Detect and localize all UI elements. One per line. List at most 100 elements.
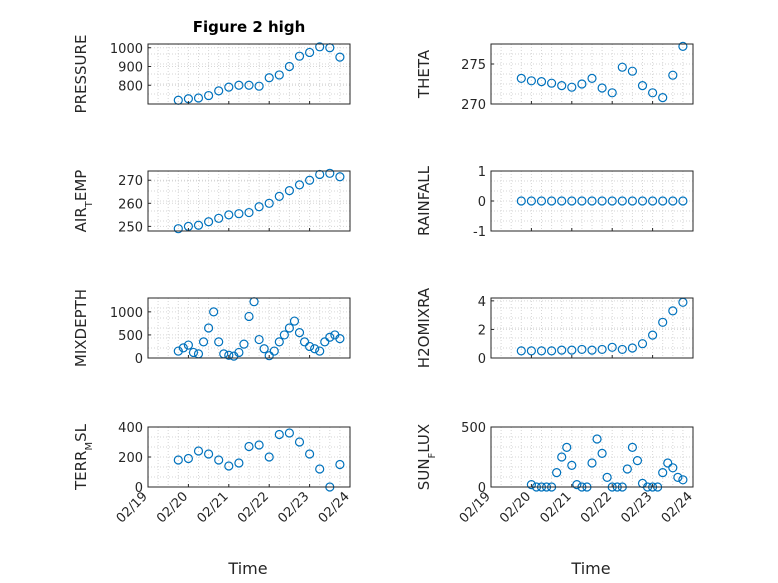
data-point (214, 86, 224, 96)
data-point (274, 429, 284, 440)
data-point (668, 463, 678, 473)
data-point (658, 196, 668, 206)
grid (491, 426, 693, 488)
data-point (567, 82, 577, 92)
data-point (188, 347, 199, 358)
data-point (658, 317, 668, 327)
data-point (305, 449, 315, 459)
data-series (516, 297, 688, 356)
data-point (607, 342, 617, 352)
data-point (647, 196, 658, 206)
data-point (315, 169, 325, 180)
data-point (224, 350, 234, 360)
data-point (325, 168, 335, 178)
data-point (204, 323, 214, 333)
subplot-h2omixra: 0 2 4 H2OMIXRA (415, 287, 694, 368)
data-point (562, 442, 572, 452)
data-point (567, 196, 577, 206)
y-tick-label: 2 (478, 323, 486, 338)
data-point (239, 339, 249, 349)
x-tick-label: 02/24 (659, 489, 696, 526)
data-point (244, 311, 254, 322)
data-point (632, 456, 643, 466)
axes-frame (147, 297, 351, 359)
data-point (592, 434, 602, 444)
data-point (668, 70, 678, 80)
data-point (597, 83, 607, 93)
data-point (617, 62, 627, 72)
data-point (516, 73, 526, 84)
data-point (567, 345, 577, 355)
data-point (289, 316, 300, 326)
data-point (627, 442, 638, 452)
grid (148, 44, 350, 104)
data-point (264, 73, 274, 83)
data-point (224, 210, 234, 220)
data-point (173, 455, 183, 465)
data-point (546, 78, 557, 88)
data-point (546, 196, 557, 206)
axes-frame (147, 170, 351, 232)
y-tick-label: -1 (473, 225, 486, 240)
x-tick-label: 02/19 (114, 489, 151, 526)
data-point (214, 455, 224, 465)
data-point (325, 332, 335, 342)
x-tick-label: 02/20 (154, 489, 191, 526)
y-tick-label: 200 (118, 451, 143, 466)
x-tick-label: 02/23 (275, 489, 312, 526)
data-point (214, 213, 224, 223)
data-point (647, 88, 658, 98)
axes-frame (490, 426, 694, 488)
data-point (587, 73, 597, 84)
y-tick-label: 500 (461, 421, 486, 436)
data-point (284, 186, 294, 196)
data-point (335, 172, 345, 182)
data-point (224, 461, 234, 471)
y-axis-label: MIXDEPTH (72, 289, 90, 367)
data-point (234, 209, 244, 219)
data-point (274, 337, 284, 347)
data-point (173, 224, 183, 234)
data-point (224, 82, 234, 92)
x-axis-label: Time (570, 559, 610, 578)
data-point (264, 452, 274, 462)
data-point (602, 472, 612, 482)
data-series (173, 297, 345, 361)
data-point (294, 328, 305, 338)
data-point (244, 80, 254, 90)
data-point (234, 347, 244, 358)
y-axis-label: SUNFLUX (415, 424, 438, 490)
data-point (577, 344, 587, 355)
data-point (647, 330, 658, 340)
data-point (607, 88, 617, 98)
x-tick-label: 02/23 (618, 489, 655, 526)
data-series (173, 42, 345, 105)
data-point (597, 344, 607, 355)
data-point (577, 79, 587, 89)
data-point (274, 191, 284, 201)
data-point (335, 334, 345, 344)
data-point (335, 459, 345, 470)
data-point (627, 196, 638, 206)
grid (148, 298, 350, 359)
chart-title: Figure 2 high (193, 18, 306, 36)
data-point (284, 61, 294, 72)
data-point (536, 196, 547, 206)
data-point (668, 196, 678, 206)
data-point (315, 42, 325, 52)
data-point (294, 51, 305, 61)
data-point (607, 196, 617, 206)
x-tick-label: 02/22 (578, 489, 615, 526)
data-point (627, 343, 638, 353)
y-tick-label: 0 (478, 352, 486, 367)
data-point (264, 351, 274, 361)
data-point (320, 337, 330, 347)
data-point (577, 196, 587, 206)
data-point (526, 76, 537, 86)
axes-frame (490, 297, 694, 359)
y-tick-label: 500 (118, 329, 143, 344)
y-axis-label: TERRMSL (72, 423, 95, 491)
data-series (516, 196, 688, 206)
data-point (305, 175, 315, 185)
